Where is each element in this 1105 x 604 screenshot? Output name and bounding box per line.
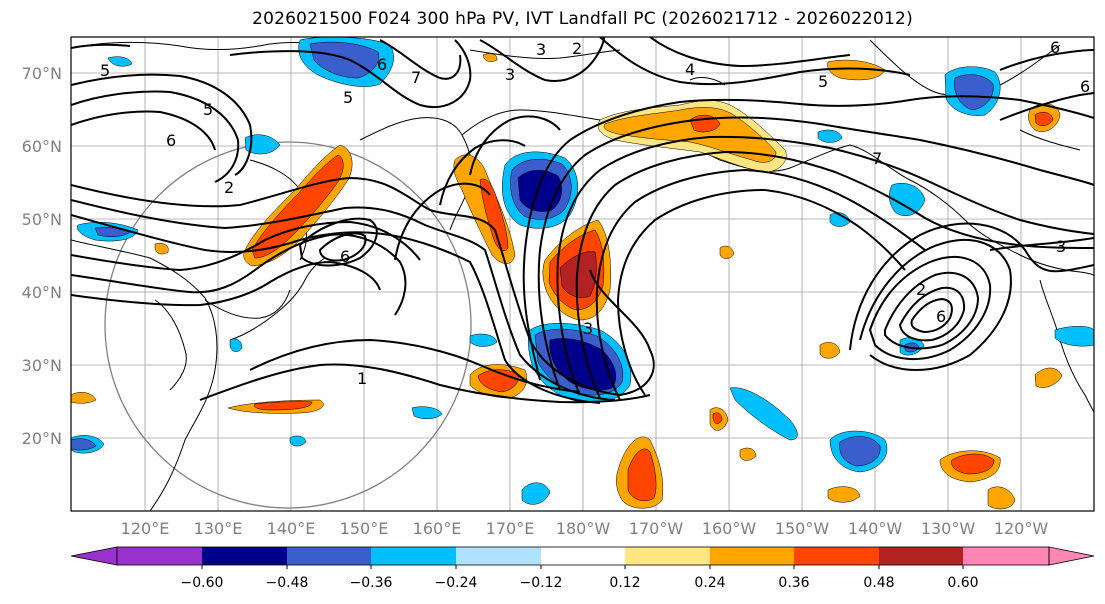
map-frame [70, 36, 1095, 512]
lon-label-170e: 170°E [486, 519, 535, 538]
colorbar-ticks [201, 565, 964, 569]
lon-label-120e: 120°E [121, 519, 170, 538]
colorbar-label-3: −0.24 [435, 575, 478, 591]
colorbar-segment-0 [117, 547, 202, 565]
colorbar-segment-5 [541, 547, 625, 565]
contour-label-6d: 6 [1050, 38, 1060, 57]
colorbar-segment-8 [794, 547, 879, 565]
lat-label-70: 70°N [22, 64, 62, 83]
contour-label-7: 7 [411, 68, 421, 87]
colorbar-label-7: 0.36 [778, 575, 809, 591]
contour-label-5d: 5 [343, 88, 353, 107]
contour-label-3d: 3 [505, 65, 515, 84]
contour-label-6: 6 [166, 131, 176, 150]
contour-label-2b: 2 [224, 178, 234, 197]
lon-label-130e: 130°E [194, 519, 243, 538]
contour-label-3: 3 [536, 40, 546, 59]
contour-label-5: 5 [818, 72, 828, 91]
lon-label-120w: 120°W [994, 519, 1049, 538]
radius-circle [104, 141, 472, 509]
lon-label-160e: 160°E [413, 519, 462, 538]
contour-label-2c: 2 [916, 280, 926, 299]
colorbar-extend-min [70, 546, 118, 566]
colorbar-label-9: 0.60 [947, 575, 978, 591]
map-title: 2026021500 F024 300 hPa PV, IVT Landfall… [252, 9, 913, 29]
colorbar-segment-10 [963, 547, 1049, 565]
colorbar-segment-4 [456, 547, 541, 565]
lon-label-160w: 160°W [702, 519, 757, 538]
contour-label-5c: 5 [100, 61, 110, 80]
contour-label-4: 4 [685, 60, 695, 79]
colorbar: −0.60 −0.48 −0.36 −0.24 −0.12 0.12 0.24 … [70, 546, 1095, 591]
contour-label-2: 2 [572, 39, 582, 58]
lat-label-30: 30°N [22, 356, 62, 375]
latitude-labels: 70°N 60°N 50°N 40°N 30°N 20°N [22, 64, 62, 448]
colorbar-segment-6 [625, 547, 710, 565]
colorbar-label-2: −0.36 [350, 575, 393, 591]
colorbar-segment-2 [287, 547, 371, 565]
colorbar-label-4: −0.12 [520, 575, 563, 591]
colorbar-segment-3 [371, 547, 456, 565]
lon-label-140e: 140°E [267, 519, 316, 538]
lon-label-150e: 150°E [340, 519, 389, 538]
colorbar-label-8: 0.48 [863, 575, 894, 591]
lon-label-170w: 170°W [629, 519, 684, 538]
lon-label-150w: 150°W [775, 519, 830, 538]
contour-label-3b: 3 [1056, 237, 1066, 256]
contour-label-7b: 7 [872, 149, 882, 168]
colorbar-label-6: 0.24 [694, 575, 725, 591]
contour-lines [71, 37, 1094, 404]
lon-label-140w: 140°W [848, 519, 903, 538]
longitude-labels: 120°E 130°E 140°E 150°E 160°E 170°E 180°… [121, 519, 1049, 538]
contour-label-1: 1 [357, 369, 367, 388]
contour-label-5b: 5 [203, 100, 213, 119]
colorbar-extend-max [1048, 546, 1095, 566]
lon-label-180w: 180°W [556, 519, 611, 538]
colorbar-label-1: −0.48 [266, 575, 309, 591]
lat-label-50: 50°N [22, 210, 62, 229]
lon-label-130w: 130°W [921, 519, 976, 538]
lat-label-40: 40°N [22, 283, 62, 302]
colorbar-label-0: −0.60 [181, 575, 224, 591]
contour-label-6c: 6 [936, 307, 946, 326]
contour-label-6b: 6 [340, 247, 350, 266]
colorbar-segment-1 [202, 547, 287, 565]
contour-label-6e: 6 [377, 55, 387, 74]
map-content: 1 2 3 4 5 6 7 5 6 6 3 3 7 6 5 5 6 3 2 6 … [71, 37, 1094, 511]
contour-labels: 1 2 3 4 5 6 7 5 6 6 3 3 7 6 5 5 6 3 2 6 … [100, 38, 1090, 388]
contour-label-3c: 3 [583, 319, 593, 338]
colorbar-segment-7 [710, 547, 794, 565]
lat-label-20: 20°N [22, 429, 62, 448]
colorbar-label-5: 0.12 [609, 575, 640, 591]
contour-label-6f: 6 [1080, 77, 1090, 96]
colorbar-segment-9 [879, 547, 963, 565]
gridlines [71, 37, 1094, 511]
lat-label-60: 60°N [22, 137, 62, 156]
colorbar-frame [116, 546, 1050, 566]
